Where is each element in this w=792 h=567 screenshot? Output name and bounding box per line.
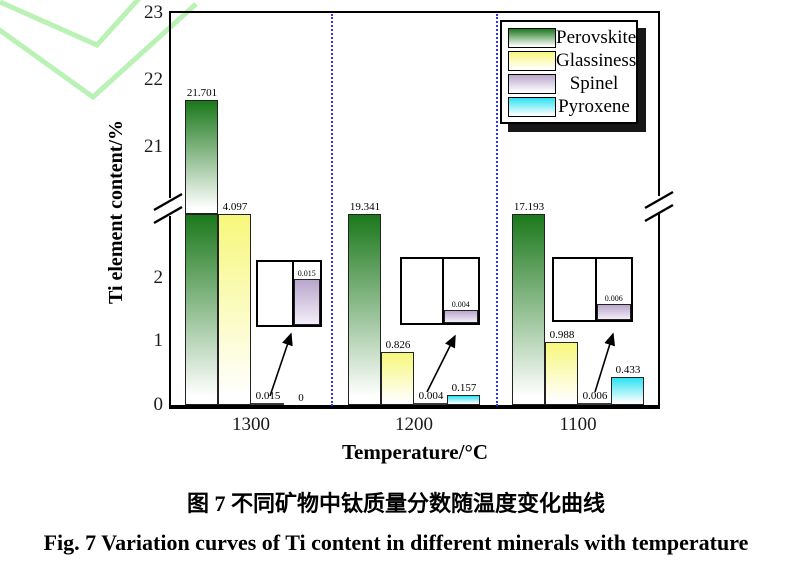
inset-divider: [595, 259, 597, 320]
x-tick-label: 1300: [232, 414, 270, 435]
legend-item: Pyroxene: [506, 95, 632, 118]
inset-spinel-bar: [443, 310, 478, 323]
spinel-zoom-inset: 0.015: [256, 260, 322, 327]
bar-value-label: 0.826: [385, 339, 411, 352]
legend-label: Perovskite: [556, 26, 637, 48]
data-bar: [578, 403, 611, 405]
y-tick-label: 22: [144, 69, 163, 90]
data-bar: [185, 100, 218, 214]
caption-english: Fig. 7 Variation curves of Ti content in…: [43, 530, 749, 555]
legend-item: Perovskite: [506, 26, 636, 49]
x-tick-label: 1100: [559, 414, 597, 435]
data-bar: [251, 403, 284, 405]
y-tick-label: 1: [153, 330, 164, 352]
inset-spinel-bar: [596, 304, 631, 320]
y-axis-title: Ti element content/%: [105, 119, 127, 305]
data-bar: [381, 352, 414, 405]
legend-item: Spinel: [506, 72, 632, 95]
y-tick-label: 23: [144, 2, 163, 23]
inset-value-label: 0.015: [297, 269, 316, 278]
bar-value-label: 0.004: [418, 390, 444, 402]
y-tick-label: 21: [144, 136, 163, 157]
data-bar: [218, 214, 251, 405]
legend-swatch-icon: [508, 27, 556, 48]
legend: Perovskite Glassiness Spinel Pyroxene: [500, 20, 638, 124]
group-separator-line: [331, 14, 333, 406]
bar-value-label: 19.341: [349, 201, 381, 213]
inset-spinel-bar: [293, 279, 320, 325]
inset-divider: [442, 259, 444, 323]
legend-swatch-icon: [508, 73, 556, 94]
legend-item: Glassiness: [506, 49, 636, 72]
inset-value-label: 0.004: [451, 300, 470, 309]
bar-value-label: 0: [298, 392, 304, 404]
bar-value-label: 17.193: [513, 201, 545, 213]
data-bar: [512, 214, 545, 405]
bar-value-label: 0.157: [451, 382, 477, 394]
caption-chinese: 图 7 不同矿物中钛质量分数随温度变化曲线: [186, 491, 605, 516]
bar-value-label: 4.097: [222, 201, 248, 213]
y-tick-label: 2: [153, 266, 164, 288]
spinel-zoom-inset: 0.004: [400, 257, 480, 325]
legend-swatch-icon: [508, 50, 556, 71]
legend-label: Glassiness: [556, 49, 637, 71]
bar-value-label: 0.433: [615, 364, 641, 377]
data-bar: [611, 377, 644, 405]
data-bar: [185, 214, 218, 405]
bar-value-label: 0.006: [582, 390, 608, 402]
x-tick-label: 1200: [395, 414, 433, 435]
data-bar: [447, 395, 480, 405]
spinel-zoom-inset: 0.006: [552, 257, 633, 322]
inset-value-label: 0.006: [604, 294, 623, 303]
data-bar: [348, 214, 381, 405]
data-bar: [545, 342, 578, 405]
y-tick-label: 0: [153, 394, 164, 415]
legend-label: Pyroxene: [558, 95, 630, 117]
bar-value-label: 21.701: [186, 87, 218, 100]
legend-swatch-icon: [508, 96, 556, 117]
x-axis-title: Temperature/°C: [341, 440, 489, 464]
group-separator-line: [496, 14, 498, 406]
legend-label: Spinel: [569, 72, 619, 94]
data-bar: [414, 403, 447, 405]
inset-divider: [292, 262, 294, 325]
bar-value-label: 0.988: [549, 329, 575, 342]
